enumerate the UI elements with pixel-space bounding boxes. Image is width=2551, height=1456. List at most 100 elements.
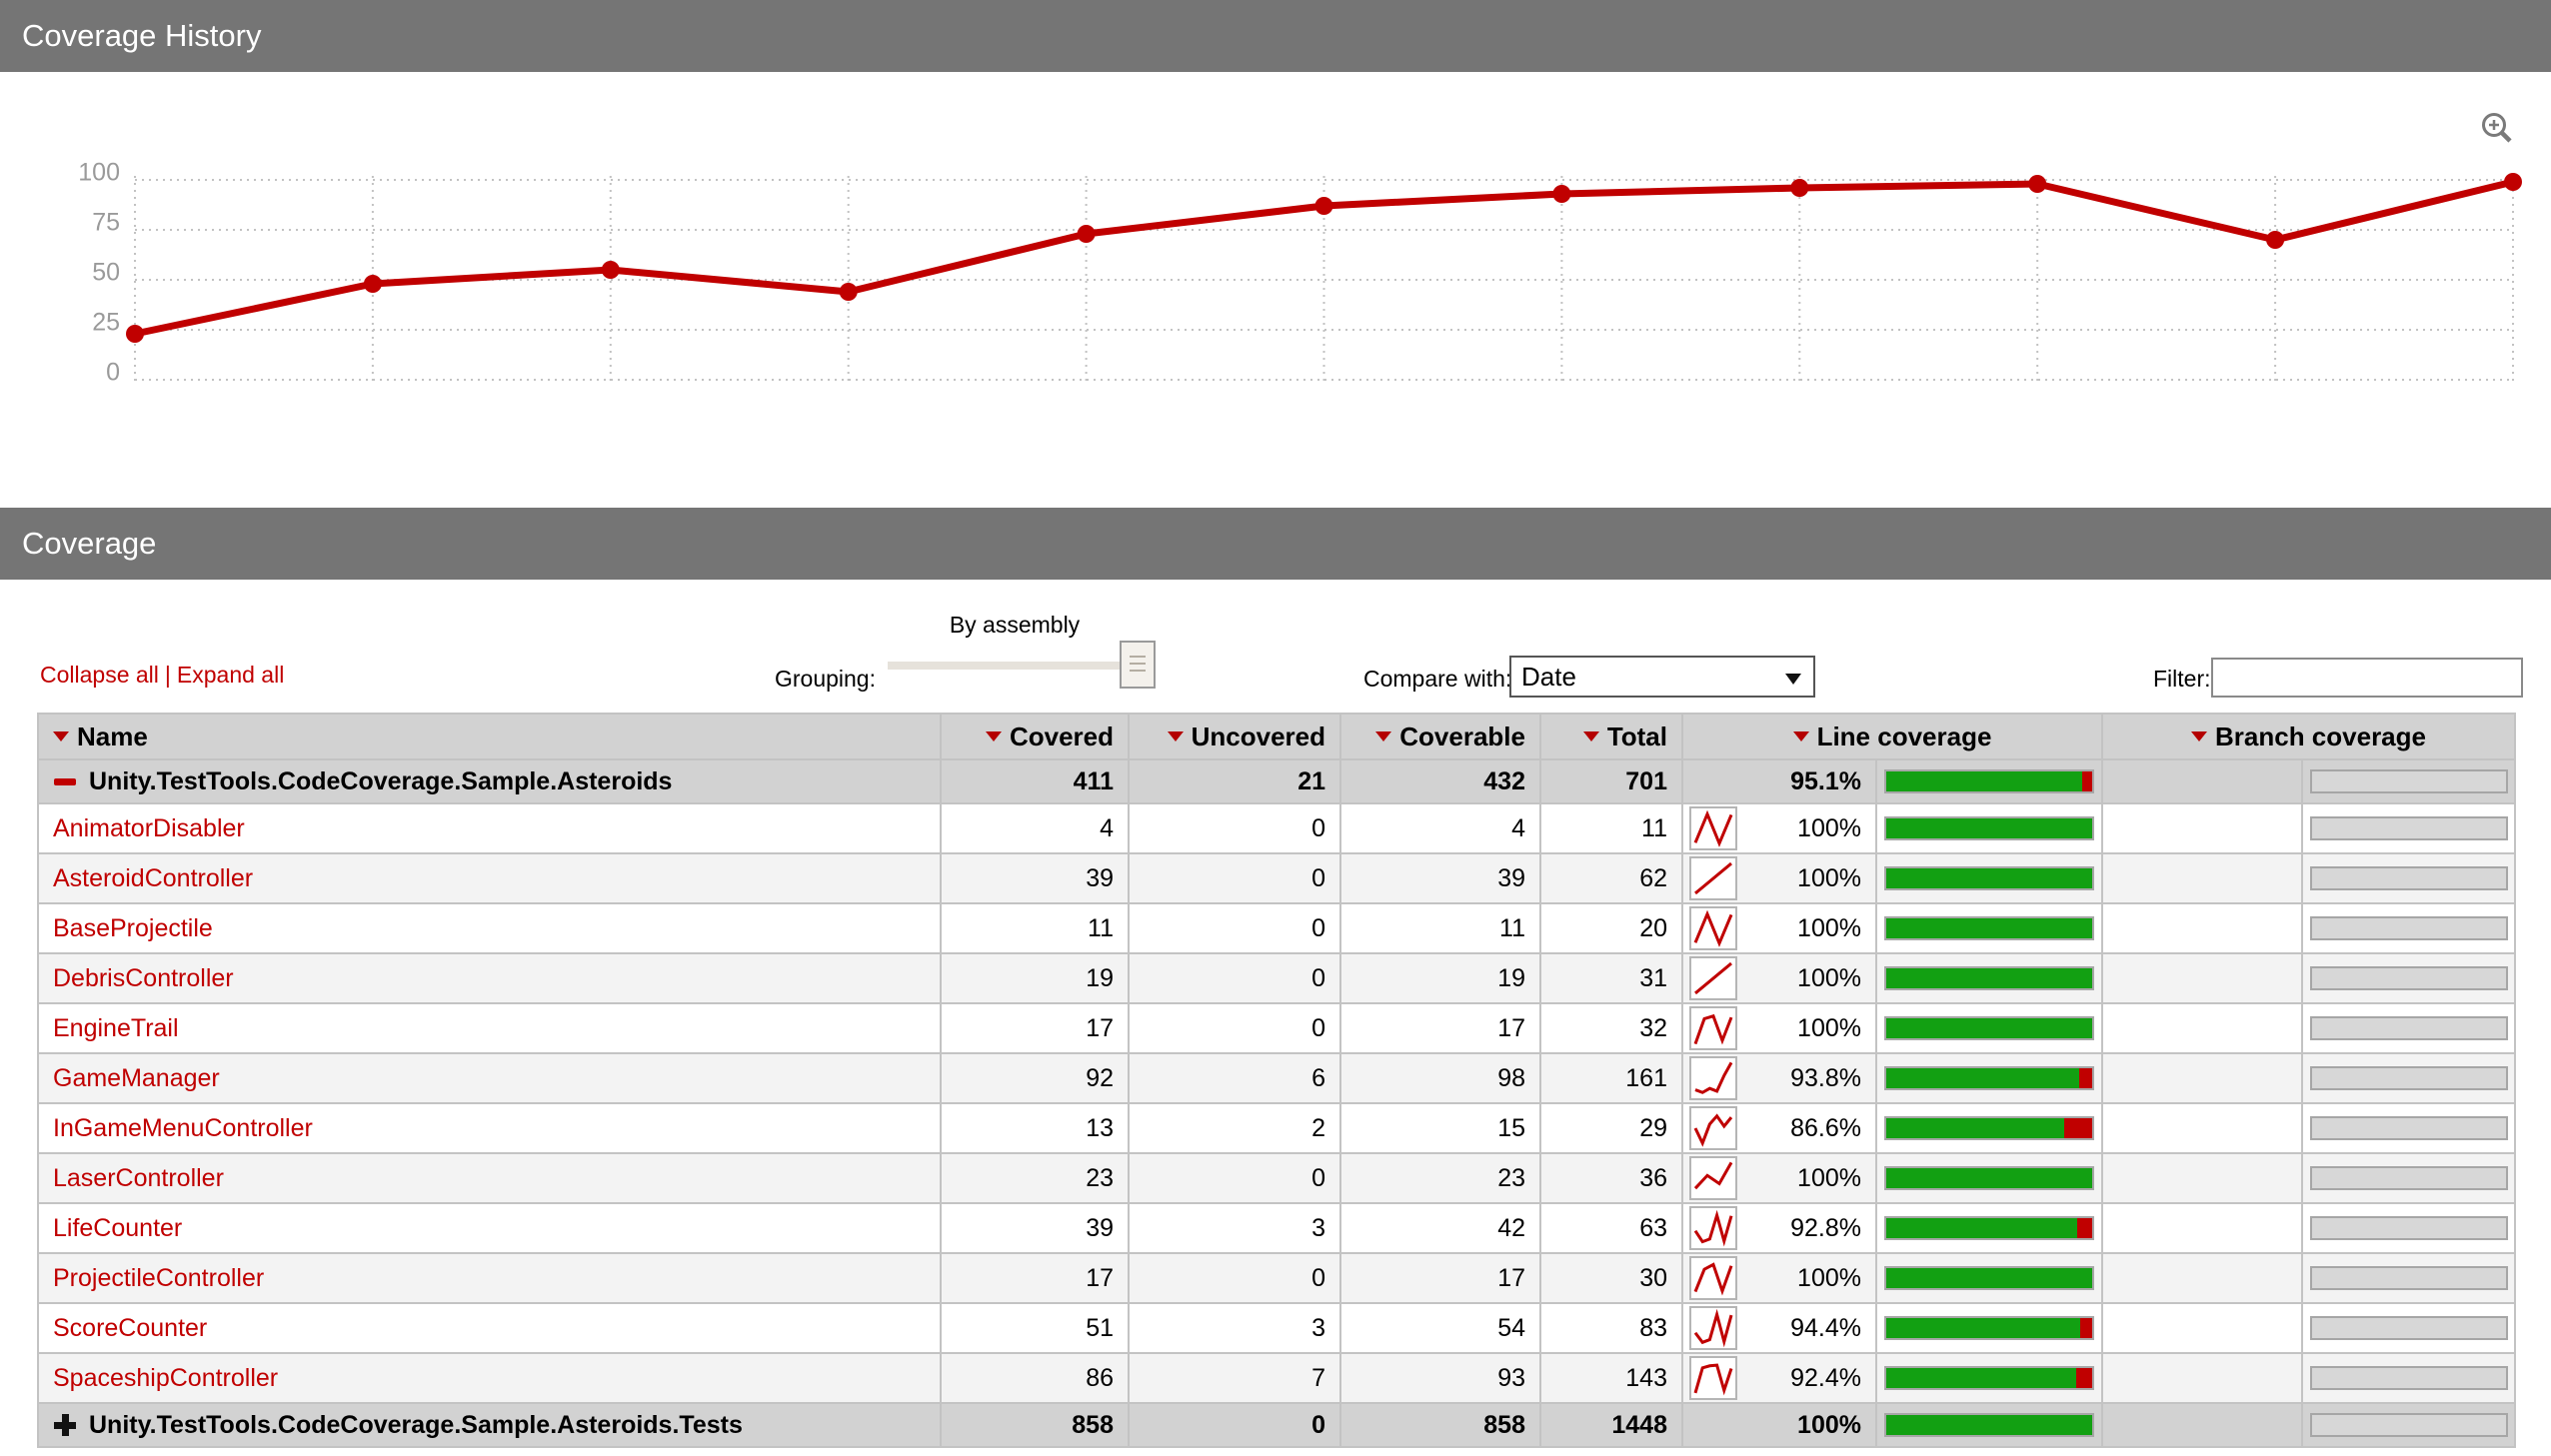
line-coverage-percent-cell: 95.1% — [1683, 760, 1877, 802]
header-uncovered[interactable]: Uncovered — [1130, 715, 1341, 758]
uncovered-cell: 0 — [1130, 1404, 1341, 1446]
branch-coverage-percent-cell — [2103, 1254, 2303, 1302]
branch-coverage-bar-cell — [2303, 1104, 2516, 1152]
line-coverage-bar — [1884, 966, 2094, 990]
coverable-cell: 4 — [1341, 804, 1541, 852]
compare-with-selected-value: Date — [1521, 662, 1576, 692]
expand-all-link[interactable]: Expand all — [176, 662, 285, 688]
covered-bar-segment — [1886, 771, 2082, 791]
coverage-title: Coverage — [22, 526, 157, 561]
covered-cell: 4 — [942, 804, 1130, 852]
grouping-label: Grouping: — [774, 666, 876, 692]
covered-cell: 92 — [942, 1054, 1130, 1102]
class-link[interactable]: InGameMenuController — [53, 1113, 313, 1142]
assembly-group-row: Unity.TestTools.CodeCoverage.Sample.Aste… — [39, 1404, 2516, 1448]
grouping-slider-track[interactable] — [888, 662, 1138, 670]
header-name[interactable]: Name — [39, 715, 942, 758]
uncovered-cell: 6 — [1130, 1054, 1341, 1102]
coverage-history-sparkline[interactable] — [1689, 1056, 1737, 1100]
covered-bar-segment — [1886, 1068, 2080, 1088]
assembly-name[interactable]: Unity.TestTools.CodeCoverage.Sample.Aste… — [89, 766, 673, 795]
line-coverage-bar — [1884, 769, 2094, 793]
covered-cell: 11 — [942, 904, 1130, 952]
name-cell: ScoreCounter — [39, 1304, 942, 1352]
name-cell: InGameMenuController — [39, 1104, 942, 1152]
class-link[interactable]: ProjectileController — [53, 1263, 265, 1292]
class-row: InGameMenuController 13 2 15 29 86.6% — [39, 1104, 2516, 1154]
header-total[interactable]: Total — [1541, 715, 1683, 758]
line-coverage-percent: 92.8% — [1790, 1213, 1861, 1242]
compare-with-select[interactable]: Date — [1509, 656, 1815, 698]
covered-cell: 51 — [942, 1304, 1130, 1352]
class-link[interactable]: SpaceshipController — [53, 1363, 279, 1392]
name-cell: GameManager — [39, 1054, 942, 1102]
uncovered-bar-segment — [2080, 1318, 2092, 1338]
covered-cell: 19 — [942, 954, 1130, 1002]
assembly-name[interactable]: Unity.TestTools.CodeCoverage.Sample.Aste… — [89, 1410, 743, 1439]
class-link[interactable]: AnimatorDisabler — [53, 813, 245, 842]
branch-coverage-bar-cell — [2303, 1204, 2516, 1252]
coverage-history-sparkline[interactable] — [1689, 1006, 1737, 1050]
header-line-coverage[interactable]: Line coverage — [1683, 715, 2103, 758]
branch-coverage-percent-cell — [2103, 1154, 2303, 1202]
class-link[interactable]: AsteroidController — [53, 863, 254, 892]
line-coverage-bar-cell — [1877, 1304, 2103, 1352]
line-coverage-percent: 92.4% — [1790, 1363, 1861, 1392]
line-coverage-bar — [1884, 916, 2094, 940]
collapse-all-link[interactable]: Collapse all — [40, 662, 159, 688]
line-coverage-percent-cell: 100% — [1683, 804, 1877, 852]
uncovered-cell: 0 — [1130, 1154, 1341, 1202]
branch-coverage-bar-cell — [2303, 1054, 2516, 1102]
class-link[interactable]: LifeCounter — [53, 1213, 183, 1242]
coverage-history-sparkline[interactable] — [1689, 906, 1737, 950]
header-branch-coverage[interactable]: Branch coverage — [2103, 715, 2516, 758]
expand-plus-icon[interactable] — [53, 1413, 77, 1437]
coverage-history-sparkline[interactable] — [1689, 1306, 1737, 1350]
branch-coverage-bar — [2309, 966, 2508, 990]
class-link[interactable]: EngineTrail — [53, 1013, 179, 1042]
grouping-slider-thumb[interactable] — [1120, 641, 1156, 689]
coverage-history-sparkline[interactable] — [1689, 1356, 1737, 1400]
line-coverage-percent: 100% — [1797, 813, 1861, 842]
class-link[interactable]: GameManager — [53, 1063, 220, 1092]
coverage-table: Name Covered Uncovered Coverable Total L… — [37, 713, 2516, 1448]
coverage-history-sparkline[interactable] — [1689, 1256, 1737, 1300]
filter-input[interactable] — [2211, 658, 2523, 698]
zoom-in-icon[interactable] — [2479, 110, 2517, 148]
total-cell: 63 — [1541, 1204, 1683, 1252]
uncovered-bar-segment — [2077, 1218, 2092, 1238]
branch-coverage-bar-cell — [2303, 954, 2516, 1002]
class-link[interactable]: ScoreCounter — [53, 1313, 208, 1342]
branch-coverage-percent-cell — [2103, 760, 2303, 802]
branch-coverage-bar-cell — [2303, 1004, 2516, 1052]
line-coverage-percent-cell: 93.8% — [1683, 1054, 1877, 1102]
coverage-history-sparkline[interactable] — [1689, 856, 1737, 900]
coverage-history-sparkline[interactable] — [1689, 1206, 1737, 1250]
covered-bar-segment — [1886, 868, 2092, 888]
line-coverage-percent-cell: 92.8% — [1683, 1204, 1877, 1252]
select-dropdown-arrow-icon — [1785, 674, 1801, 685]
coverable-cell: 17 — [1341, 1004, 1541, 1052]
branch-coverage-percent-cell — [2103, 804, 2303, 852]
class-link[interactable]: BaseProjectile — [53, 913, 213, 942]
class-link[interactable]: LaserController — [53, 1163, 224, 1192]
expand-collapse-links: Collapse all | Expand all — [40, 662, 284, 689]
coverage-history-sparkline[interactable] — [1689, 806, 1737, 850]
uncovered-cell: 0 — [1130, 1254, 1341, 1302]
class-link[interactable]: DebrisController — [53, 963, 234, 992]
collapse-minus-icon[interactable] — [53, 769, 77, 793]
line-coverage-bar — [1884, 1316, 2094, 1340]
uncovered-cell: 21 — [1130, 760, 1341, 802]
coverage-history-sparkline[interactable] — [1689, 1106, 1737, 1150]
covered-cell: 86 — [942, 1354, 1130, 1402]
line-coverage-bar-cell — [1877, 904, 2103, 952]
covered-cell: 858 — [942, 1404, 1130, 1446]
header-covered[interactable]: Covered — [942, 715, 1130, 758]
coverage-history-sparkline[interactable] — [1689, 1156, 1737, 1200]
total-cell: 36 — [1541, 1154, 1683, 1202]
coverage-history-sparkline[interactable] — [1689, 956, 1737, 1000]
y-axis-tick-label: 100 — [78, 159, 120, 187]
header-coverable[interactable]: Coverable — [1341, 715, 1541, 758]
line-coverage-bar — [1884, 1366, 2094, 1390]
line-coverage-percent: 94.4% — [1790, 1313, 1861, 1342]
